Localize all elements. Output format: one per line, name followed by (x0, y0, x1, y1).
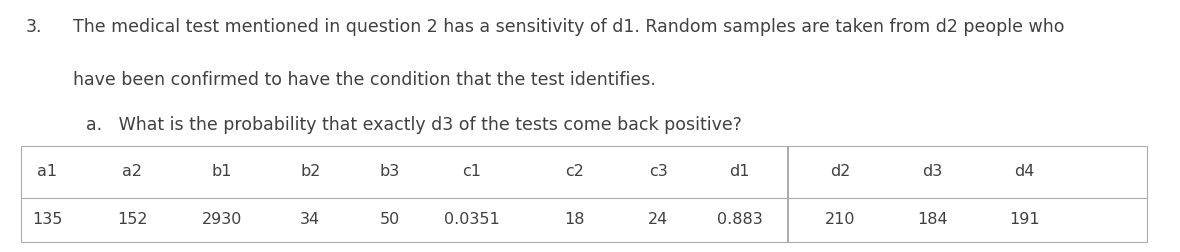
Text: 3.: 3. (26, 18, 42, 36)
Text: 135: 135 (32, 212, 63, 227)
Text: The medical test mentioned in question 2 has a sensitivity of d1. Random samples: The medical test mentioned in question 2… (73, 18, 1064, 36)
Text: 210: 210 (825, 212, 856, 227)
Text: 18: 18 (564, 212, 585, 227)
Text: b2: b2 (300, 165, 321, 179)
Text: 2930: 2930 (202, 212, 242, 227)
Text: 0.883: 0.883 (717, 212, 762, 227)
Text: 24: 24 (648, 212, 669, 227)
Text: 184: 184 (917, 212, 948, 227)
Text: c2: c2 (565, 165, 584, 179)
Text: 152: 152 (117, 212, 148, 227)
Text: d2: d2 (830, 165, 851, 179)
Text: 34: 34 (300, 212, 321, 227)
Text: b1: b1 (211, 165, 232, 179)
Text: d4: d4 (1014, 165, 1035, 179)
Text: d1: d1 (729, 165, 750, 179)
Text: a.   What is the probability that exactly d3 of the tests come back positive?: a. What is the probability that exactly … (86, 116, 742, 134)
Text: a1: a1 (37, 165, 58, 179)
Text: 0.0351: 0.0351 (444, 212, 500, 227)
Text: 50: 50 (379, 212, 400, 227)
Text: have been confirmed to have the condition that the test identifies.: have been confirmed to have the conditio… (73, 71, 656, 88)
Text: d3: d3 (922, 165, 943, 179)
Text: a2: a2 (123, 165, 142, 179)
Text: c3: c3 (649, 165, 668, 179)
Text: c1: c1 (463, 165, 481, 179)
Text: 191: 191 (1009, 212, 1040, 227)
Text: b3: b3 (379, 165, 400, 179)
